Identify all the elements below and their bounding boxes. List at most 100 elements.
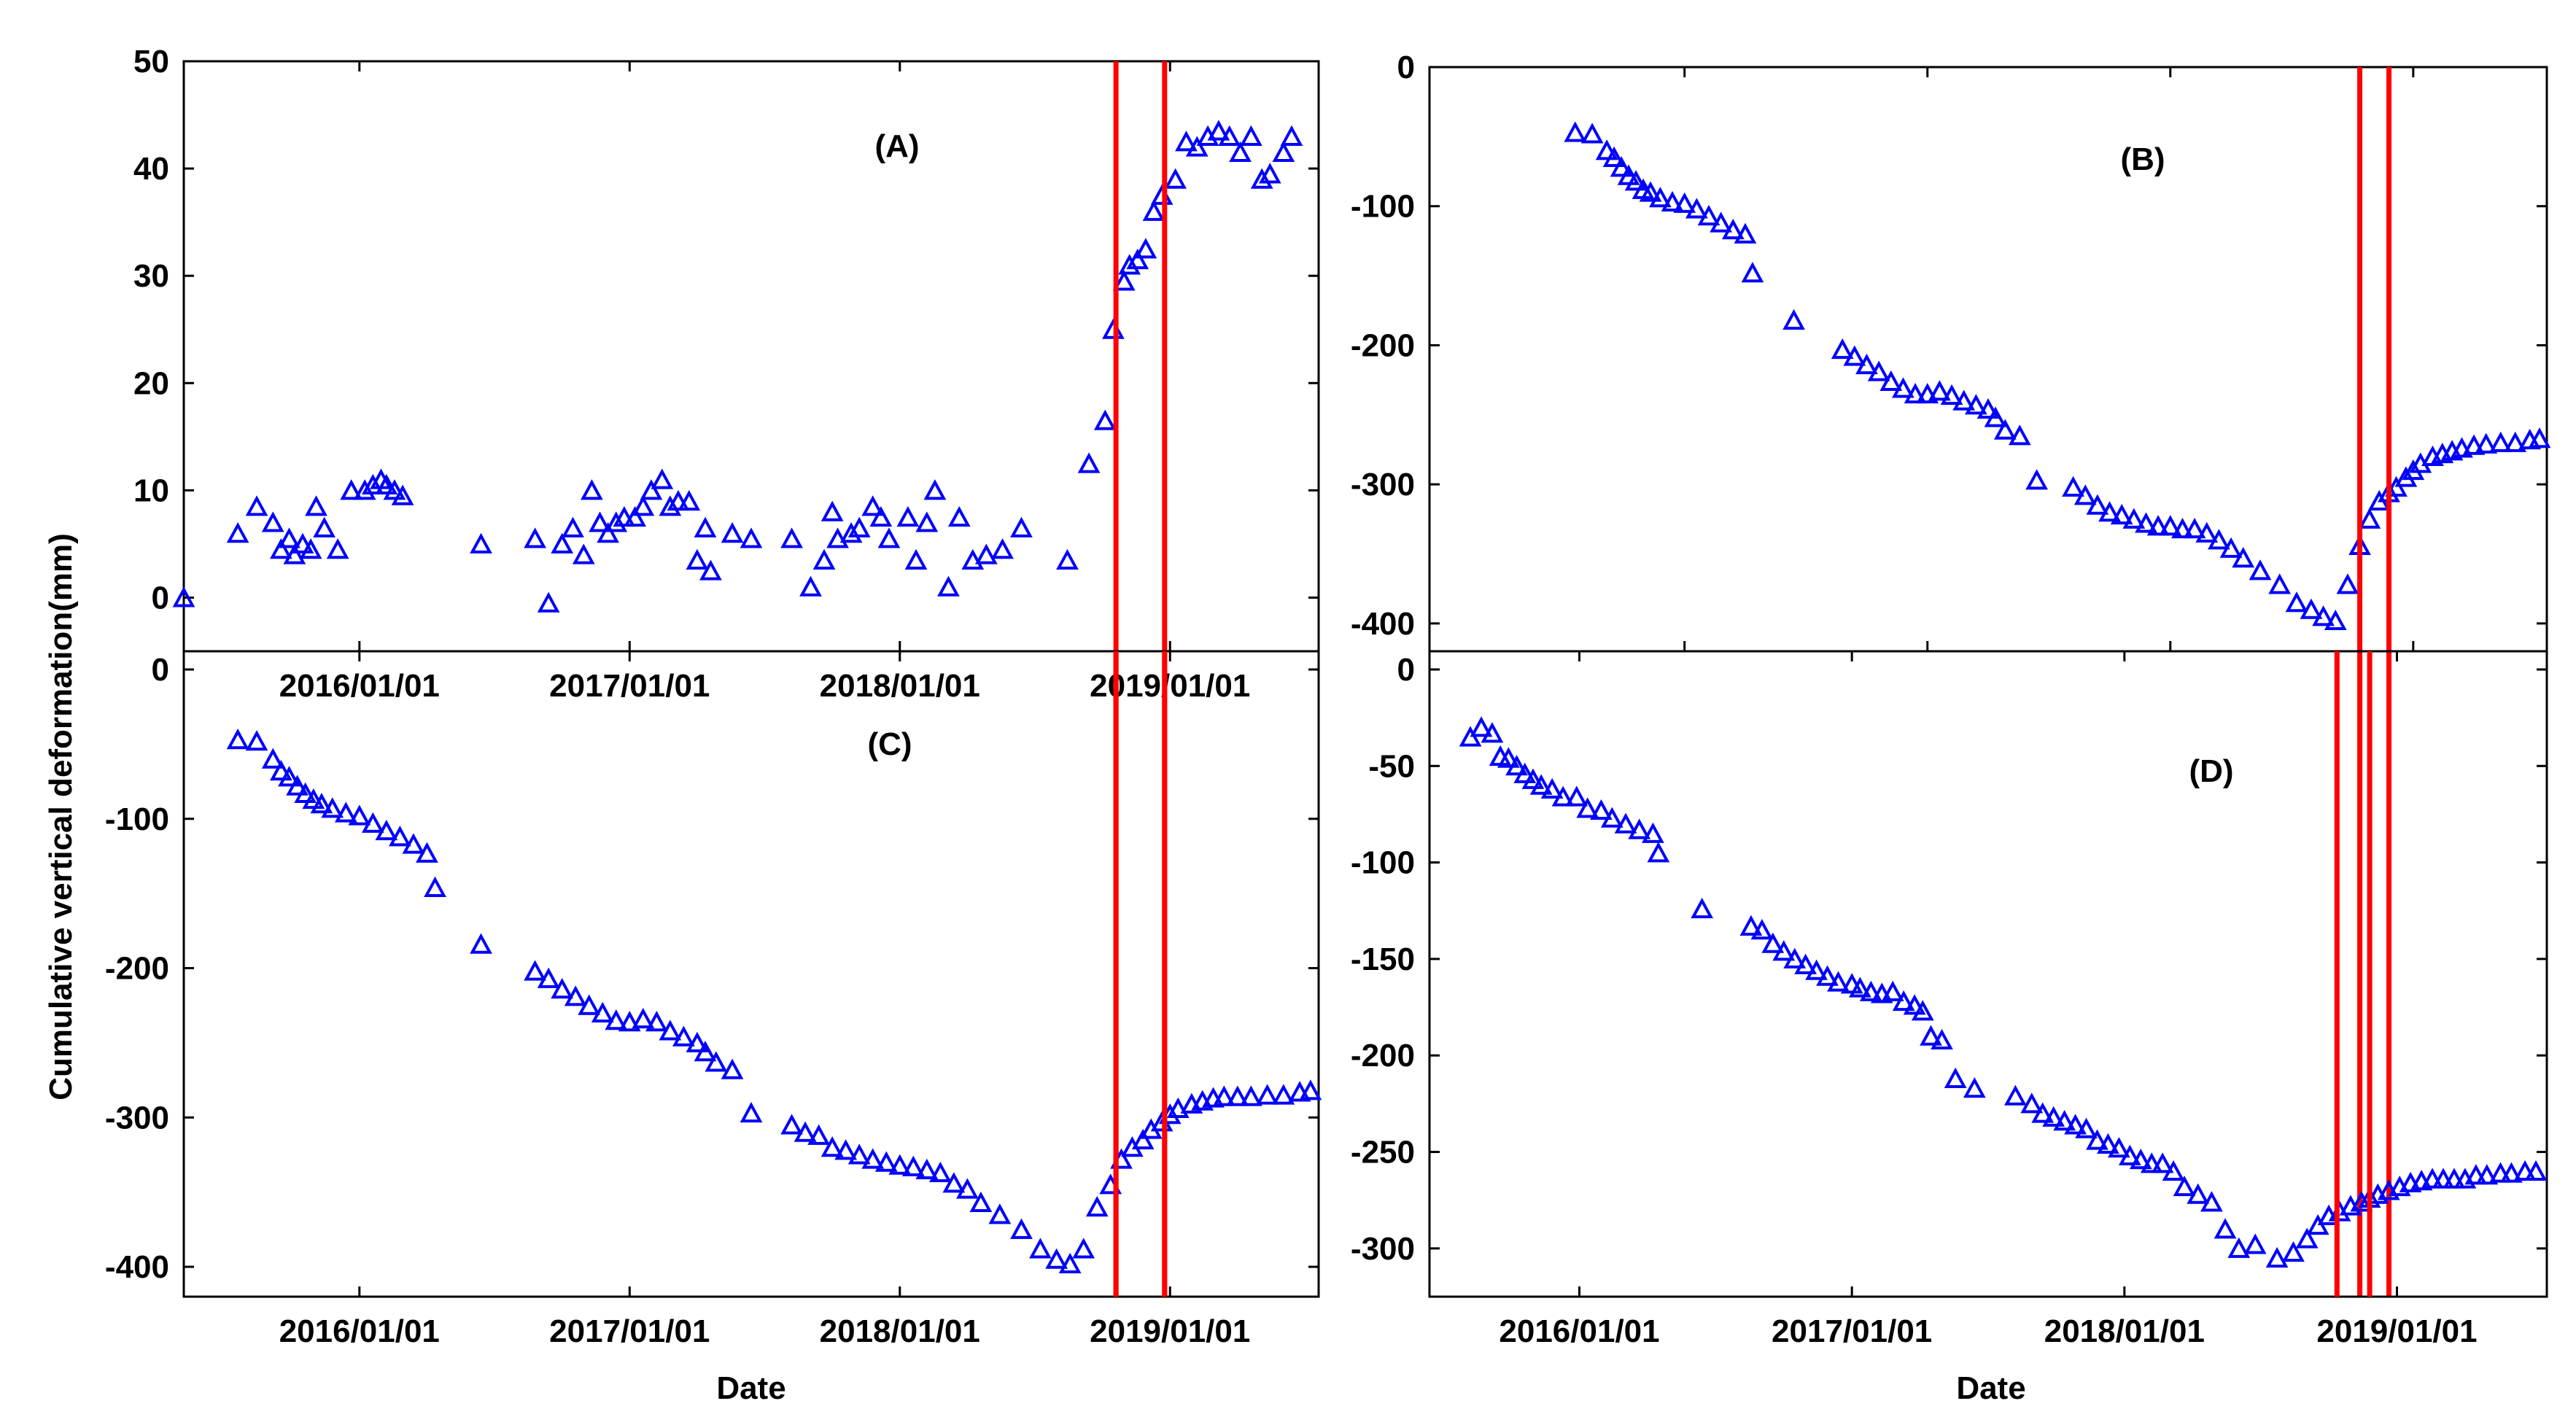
data-point: [1218, 125, 1241, 146]
data-point: [1207, 120, 1230, 141]
data-point: [2053, 1110, 2076, 1131]
data-point: [310, 793, 333, 814]
data-point: [2086, 494, 2109, 515]
data-point: [2265, 1246, 2289, 1268]
data-point: [2268, 573, 2292, 594]
data-point: [361, 473, 384, 495]
data-point: [597, 522, 620, 543]
data-point: [1916, 383, 1939, 404]
data-point: [1741, 262, 1764, 283]
data-point: [1564, 121, 1587, 142]
data-point: [524, 960, 546, 981]
data-point: [2489, 431, 2513, 452]
y-tick-label: -300: [105, 1100, 169, 1135]
data-point: [991, 538, 1014, 559]
panel-c: -400 -300 -200 -100 0 2016/01/01 2017/01/01 201…: [105, 650, 1322, 1349]
data-point: [1928, 380, 1951, 401]
data-point: [299, 538, 322, 559]
data-point: [820, 1136, 844, 1157]
data-point: [2200, 1191, 2223, 1212]
panel-d-title: (D): [2189, 753, 2233, 789]
data-point: [2042, 1106, 2065, 1127]
data-point: [278, 766, 300, 787]
data-point: [869, 505, 893, 527]
panel-d-markers: [1459, 716, 2548, 1268]
data-point: [581, 479, 603, 500]
data-point: [923, 479, 947, 500]
data-point: [1628, 818, 1651, 839]
data-point: [826, 527, 849, 548]
data-point: [424, 876, 446, 897]
data-point: [780, 1114, 803, 1135]
data-point: [226, 522, 249, 543]
data-point: [613, 505, 636, 527]
data-point: [1126, 248, 1149, 270]
data-point: [2350, 1191, 2373, 1212]
data-point: [1280, 125, 1303, 146]
data-point: [1794, 953, 1817, 974]
data-point: [1481, 722, 1504, 743]
data-point: [2008, 424, 2031, 446]
data-point: [974, 543, 998, 564]
x-tick-label: 2017/01/01: [549, 1313, 710, 1349]
data-point: [326, 538, 349, 559]
data-point: [1505, 755, 1528, 776]
data-point: [1045, 1248, 1068, 1269]
data-point: [874, 1151, 898, 1172]
data-point: [2421, 1168, 2444, 1189]
data-point: [2282, 1241, 2305, 1262]
data-point: [591, 1001, 614, 1022]
shared-y-axis-label: Cumulative vertical deformation(mm): [43, 533, 79, 1100]
data-point: [1772, 940, 1796, 961]
data-point: [1565, 785, 1588, 807]
data-point: [1093, 409, 1117, 430]
data-point: [2219, 537, 2243, 558]
data-point: [1843, 345, 1866, 366]
data-point: [1940, 384, 1963, 405]
data-point: [1058, 1252, 1082, 1273]
data-point: [286, 775, 309, 796]
data-point: [2118, 1144, 2141, 1165]
data-point: [2098, 501, 2121, 522]
data-point: [2195, 521, 2219, 543]
data-point: [956, 1178, 979, 1199]
data-point: [1782, 308, 1805, 330]
data-point: [2312, 605, 2335, 626]
data-point: [1576, 797, 1599, 818]
data-point: [694, 516, 717, 537]
data-point: [2227, 1237, 2251, 1258]
data-point: [1600, 807, 1623, 828]
data-point: [2173, 1175, 2196, 1197]
data-point: [632, 495, 655, 516]
data-point: [2151, 1152, 2174, 1173]
data-point: [1240, 125, 1262, 146]
data-point: [564, 985, 587, 1006]
data-point: [1831, 338, 1854, 360]
data-point: [2162, 1160, 2185, 1181]
data-point: [1805, 959, 1828, 980]
data-point: [537, 591, 560, 613]
data-point: [1984, 406, 2007, 427]
data-point: [2107, 1137, 2130, 1158]
data-point: [1551, 785, 1575, 807]
data-point: [1691, 897, 1714, 919]
data-point: [915, 1158, 939, 1179]
y-tick-label: 40: [133, 151, 169, 187]
data-point: [807, 1124, 830, 1145]
data-point: [1056, 548, 1079, 570]
data-point: [861, 495, 885, 516]
data-point: [1299, 1079, 1322, 1100]
data-point: [334, 801, 357, 823]
data-point: [261, 511, 284, 532]
data-point: [1166, 1097, 1190, 1118]
data-point: [1859, 980, 1882, 1001]
y-tick-label: -100: [1351, 845, 1415, 881]
data-point: [699, 559, 722, 581]
data-point: [2020, 1092, 2044, 1114]
data-point: [1513, 762, 1537, 783]
data-point: [2122, 508, 2146, 529]
data-point: [2110, 503, 2133, 525]
data-point: [172, 586, 195, 607]
data-point: [389, 826, 411, 847]
data-point: [1250, 168, 1273, 189]
